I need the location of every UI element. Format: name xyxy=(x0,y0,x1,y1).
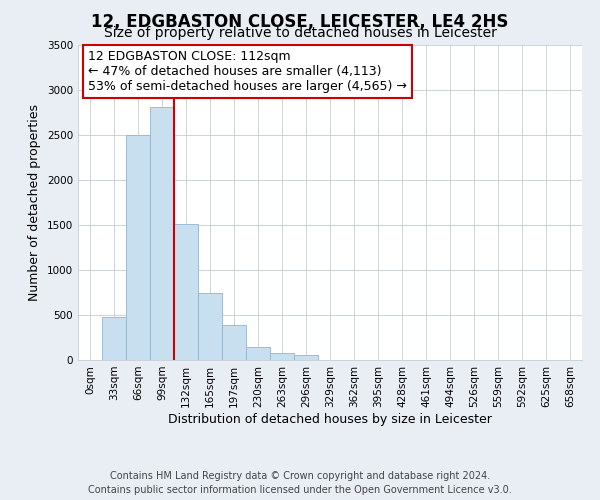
Bar xyxy=(222,325,246,360)
Bar xyxy=(174,224,198,360)
Bar xyxy=(126,135,150,360)
Text: Contains HM Land Registry data © Crown copyright and database right 2024.
Contai: Contains HM Land Registry data © Crown c… xyxy=(88,471,512,495)
Text: 12 EDGBASTON CLOSE: 112sqm
← 47% of detached houses are smaller (4,113)
53% of s: 12 EDGBASTON CLOSE: 112sqm ← 47% of deta… xyxy=(88,50,407,92)
Bar xyxy=(102,317,126,360)
X-axis label: Distribution of detached houses by size in Leicester: Distribution of detached houses by size … xyxy=(168,412,492,426)
Text: Size of property relative to detached houses in Leicester: Size of property relative to detached ho… xyxy=(104,26,496,40)
Bar xyxy=(198,292,222,360)
Bar xyxy=(150,107,174,360)
Y-axis label: Number of detached properties: Number of detached properties xyxy=(28,104,41,301)
Bar xyxy=(270,353,294,360)
Bar xyxy=(294,355,318,360)
Text: 12, EDGBASTON CLOSE, LEICESTER, LE4 2HS: 12, EDGBASTON CLOSE, LEICESTER, LE4 2HS xyxy=(91,12,509,30)
Bar xyxy=(246,346,270,360)
